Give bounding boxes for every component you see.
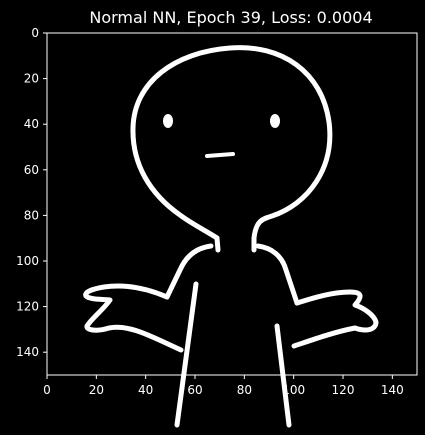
figure-right-arm (291, 289, 379, 349)
y-tick-label: 60 (24, 163, 39, 177)
figure-left-arm (83, 283, 184, 353)
y-tick-label: 20 (24, 72, 39, 86)
y-tick-label: 120 (16, 300, 39, 314)
figure-left-torso (174, 281, 199, 428)
figure-right-eye (270, 114, 280, 128)
plot-frame (46, 32, 418, 376)
figure-neck-left (214, 235, 221, 253)
x-tick-label: 0 (43, 383, 51, 397)
figure-left-eye (163, 114, 173, 128)
y-tick-label: 100 (16, 254, 39, 268)
x-tick-label: 60 (187, 383, 202, 397)
x-axis-ticks: 0 20 40 60 80 100 120 140 (43, 375, 404, 397)
y-axis-ticks: 0 20 40 60 80 100 120 140 (16, 26, 47, 359)
shrug-figure-image (83, 45, 379, 428)
plot-area-background (47, 33, 417, 375)
figure-head-outline (130, 45, 333, 253)
y-tick-label: 40 (24, 117, 39, 131)
x-tick-label: 80 (237, 383, 252, 397)
x-tick-label: 140 (381, 383, 404, 397)
x-tick-label: 100 (282, 383, 305, 397)
x-tick-label: 20 (89, 383, 104, 397)
y-tick-label: 0 (31, 26, 39, 40)
y-tick-label: 80 (24, 208, 39, 222)
figure-mouth (205, 152, 235, 158)
chart-title: Normal NN, Epoch 39, Loss: 0.0004 (89, 8, 372, 27)
figure-right-shoulder (255, 243, 300, 306)
figure-left-shoulder (164, 243, 214, 300)
x-tick-label: 120 (332, 383, 355, 397)
y-tick-label: 140 (16, 345, 39, 359)
x-tick-label: 40 (138, 383, 153, 397)
